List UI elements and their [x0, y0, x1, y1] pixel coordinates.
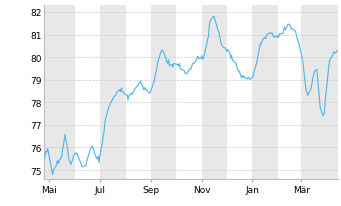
Bar	[151, 6, 176, 179]
Bar	[44, 6, 75, 179]
Bar	[202, 6, 226, 179]
Bar	[301, 6, 338, 179]
Bar	[252, 6, 278, 179]
Bar	[100, 6, 125, 179]
